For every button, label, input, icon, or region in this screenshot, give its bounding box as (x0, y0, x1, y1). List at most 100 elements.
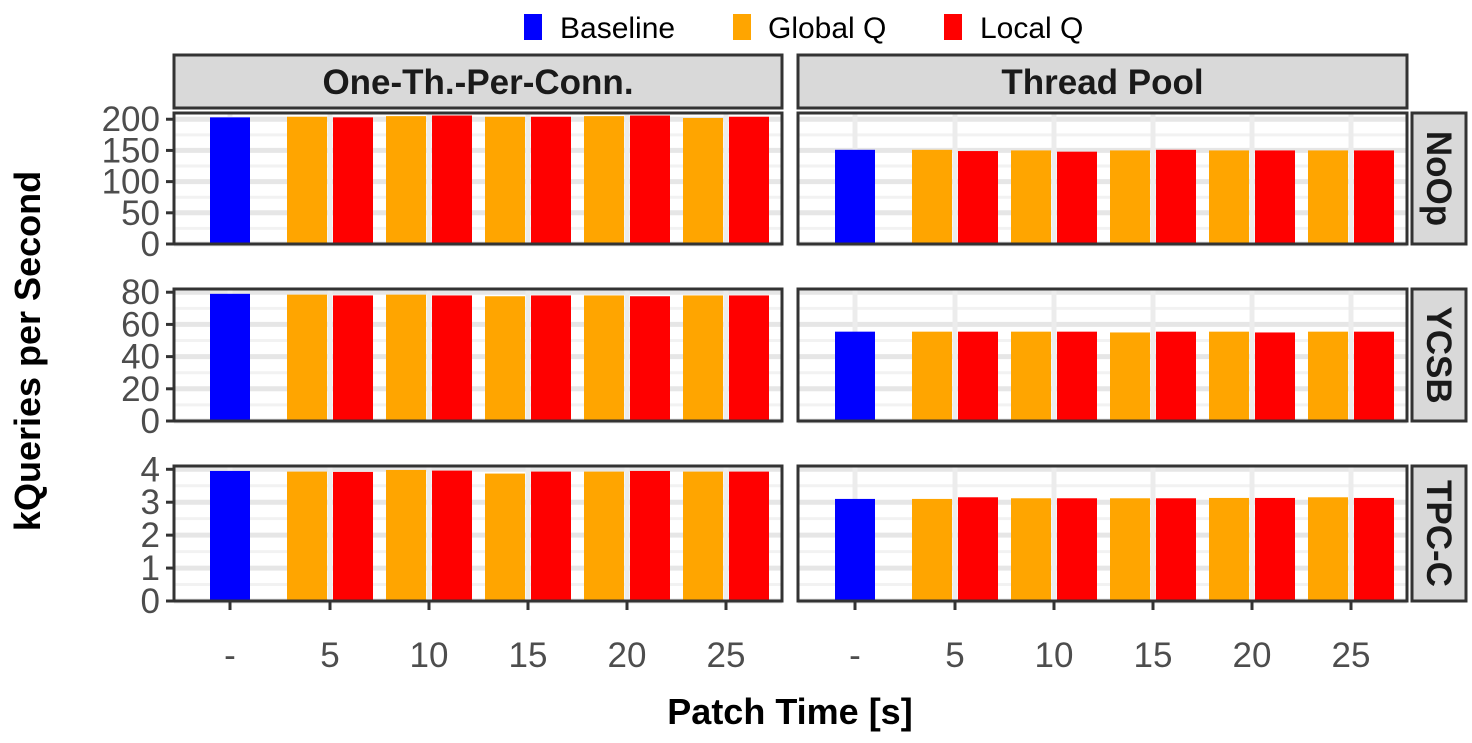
column-strip-label-one-th-per-conn: One-Th.-Per-Conn. (322, 63, 633, 102)
panel-tpc-c-one-th-per-conn (172, 464, 784, 604)
bar-local-q (958, 497, 998, 601)
bar-local-q (729, 295, 769, 421)
legend-label-baseline: Baseline (560, 12, 675, 45)
bar-global-q (287, 471, 327, 601)
bar-local-q (531, 295, 571, 421)
column-strip-one-th-per-conn (172, 53, 784, 110)
legend-key-baseline (524, 14, 542, 40)
bar-local-q (1354, 331, 1394, 421)
y-tick-label: 80 (121, 273, 160, 312)
bar-global-q (485, 116, 525, 244)
bar-global-q (386, 469, 426, 601)
bar-global-q (1308, 497, 1348, 601)
bar-global-q (1110, 332, 1150, 421)
x-tick-label: 10 (1035, 636, 1074, 675)
bar-local-q (1255, 332, 1295, 421)
row-strip-tpc-c (1410, 464, 1468, 603)
bar-local-q (958, 151, 998, 244)
bar-local-q (432, 115, 472, 244)
bar-global-q (584, 116, 624, 244)
x-tick-label: 25 (1332, 636, 1371, 675)
x-tick-label: 15 (1134, 636, 1173, 675)
bar-local-q (432, 470, 472, 601)
bar-global-q (287, 294, 327, 421)
bar-local-q (958, 331, 998, 421)
y-tick-label: 40 (121, 338, 160, 377)
bar-global-q (1110, 498, 1150, 601)
bar-global-q (386, 294, 426, 421)
bar-local-q (729, 116, 769, 244)
panel-border (796, 464, 1409, 603)
bar-local-q (432, 295, 472, 421)
bar-global-q (287, 116, 327, 244)
bar-baseline (210, 470, 250, 601)
bar-baseline (210, 117, 250, 244)
bar-global-q (1110, 150, 1150, 244)
panel-border (796, 287, 1409, 423)
bar-global-q (386, 116, 426, 244)
y-tick-label: 50 (121, 194, 160, 233)
column-strip-thread-pool (796, 53, 1409, 110)
bar-local-q (1156, 331, 1196, 421)
bar-local-q (630, 470, 670, 601)
bar-global-q (1209, 150, 1249, 244)
bar-local-q (630, 296, 670, 421)
legend-label-global-q: Global Q (768, 12, 886, 45)
bar-global-q (683, 117, 723, 244)
y-tick-label: 1 (141, 549, 160, 588)
bar-global-q (584, 471, 624, 601)
y-tick-label: 20 (121, 370, 160, 409)
bar-baseline (210, 293, 250, 421)
y-tick-label: 0 (141, 402, 160, 441)
bar-local-q (1255, 497, 1295, 601)
panel-ycsb-one-th-per-conn (172, 287, 784, 424)
panel-border (172, 111, 784, 246)
panel-ycsb-thread-pool (796, 287, 1409, 424)
bar-local-q (729, 471, 769, 601)
y-tick-label: 4 (141, 450, 160, 489)
panel-noop-thread-pool (796, 111, 1409, 247)
y-tick-label: 2 (141, 516, 160, 555)
chart-panels: One-Th.-Per-Conn. Thread PoolNoOp05010015… (102, 53, 1468, 675)
bar-local-q (630, 115, 670, 244)
x-tick-label: 5 (320, 636, 339, 675)
y-axis-title: kQueries per Second (7, 171, 48, 531)
row-strip-label-ycsb: YCSB (1419, 306, 1458, 403)
bar-global-q (912, 149, 952, 244)
bar-global-q (683, 295, 723, 421)
bar-baseline (835, 331, 875, 421)
bar-local-q (1156, 149, 1196, 244)
x-tick-label: 20 (1233, 636, 1272, 675)
panel-tpc-c-thread-pool (796, 464, 1409, 604)
bar-local-q (1255, 150, 1295, 244)
x-tick-label: 15 (509, 636, 548, 675)
x-tick-label: - (849, 636, 861, 675)
row-strip-label-noop: NoOp (1419, 131, 1458, 226)
bar-local-q (333, 471, 373, 601)
bar-global-q (1011, 498, 1051, 601)
y-tick-label: 3 (141, 483, 160, 522)
row-strip-ycsb (1410, 287, 1468, 423)
bar-global-q (485, 296, 525, 421)
legend: Baseline Global Q Local Q (524, 12, 1083, 45)
bar-baseline (835, 149, 875, 244)
y-tick-label: 200 (102, 100, 160, 139)
bar-local-q (1354, 497, 1394, 601)
panel-border (172, 287, 784, 423)
bar-global-q (1011, 150, 1051, 244)
x-tick-label: 10 (410, 636, 449, 675)
bar-local-q (333, 117, 373, 244)
panel-border (796, 111, 1409, 246)
y-tick-label: 60 (121, 305, 160, 344)
x-tick-label: 20 (608, 636, 647, 675)
bar-global-q (912, 331, 952, 421)
x-tick-label: - (224, 636, 236, 675)
row-strip-label-tpc-c: TPC-C (1419, 480, 1458, 587)
bar-global-q (485, 473, 525, 601)
x-tick-label: 5 (945, 636, 964, 675)
bar-local-q (333, 295, 373, 421)
bar-global-q (1308, 150, 1348, 244)
legend-label-local-q: Local Q (980, 12, 1083, 45)
legend-key-global-q (733, 14, 751, 40)
